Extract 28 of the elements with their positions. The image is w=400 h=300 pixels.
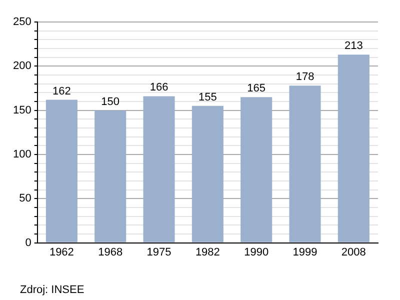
y-tick-label: 150	[12, 104, 32, 116]
bar	[289, 86, 321, 242]
data-label: 178	[296, 71, 314, 84]
bar	[46, 100, 78, 242]
data-label: 166	[150, 82, 168, 94]
x-tick-label: 1990	[244, 246, 269, 258]
x-tick-label: 1968	[98, 246, 123, 258]
bar	[338, 54, 370, 242]
data-label: 165	[247, 82, 266, 95]
x-tick-label: 1975	[146, 246, 172, 258]
bar	[240, 97, 272, 242]
y-tick-label: 0	[25, 236, 32, 249]
x-tick-label: 1962	[49, 246, 74, 258]
text: Zdroj: INSEE	[20, 284, 84, 296]
y-tick-label: 250	[12, 16, 32, 28]
data-label: 155	[198, 91, 217, 104]
data-label: 150	[101, 96, 120, 108]
y-tick-label: 50	[19, 192, 32, 205]
data-label: 213	[344, 40, 363, 52]
data-label: 162	[52, 85, 71, 98]
bar	[143, 96, 175, 242]
y-tick-label: 100	[12, 148, 32, 161]
x-tick-label: 1982	[195, 246, 220, 258]
bar	[94, 110, 126, 242]
y-tick-label: 200	[12, 60, 32, 72]
x-tick-label: 2008	[341, 246, 366, 258]
bar	[192, 106, 224, 242]
x-tick-label: 1999	[292, 246, 318, 258]
